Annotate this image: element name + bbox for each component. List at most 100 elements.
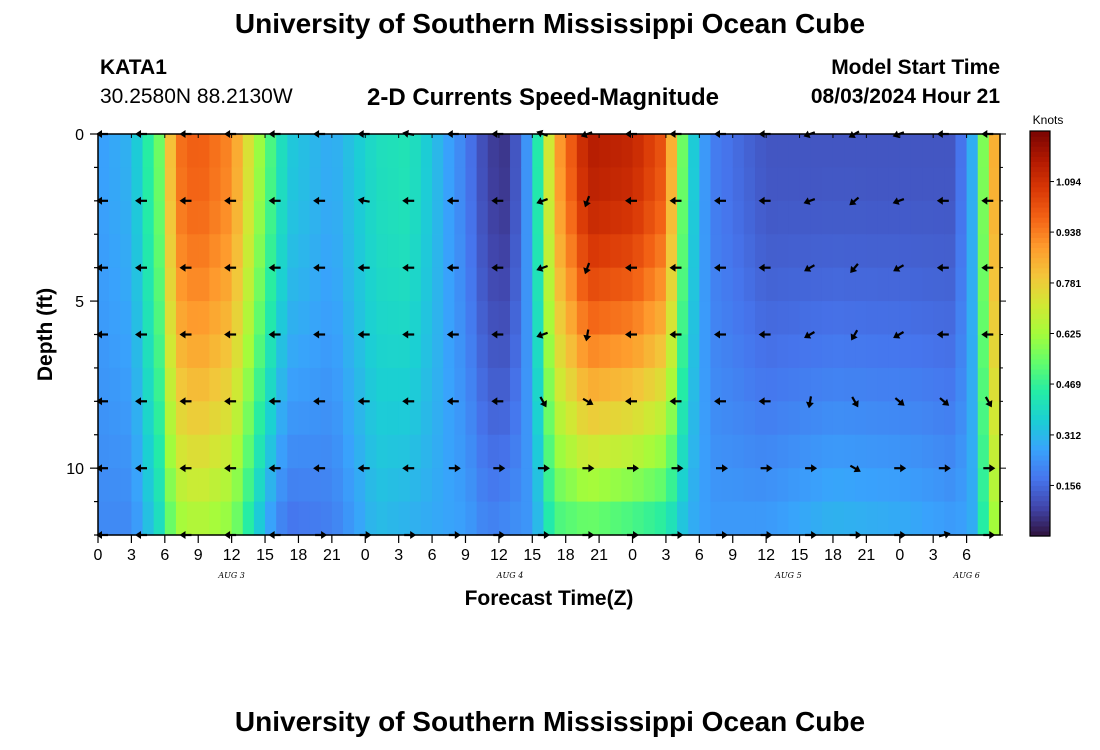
- heatmap-cell: [220, 401, 233, 436]
- colorbar-segment: [1030, 277, 1050, 284]
- heatmap-cell: [988, 501, 1001, 536]
- current-arrow: [536, 197, 548, 205]
- heatmap-cell: [331, 200, 344, 235]
- heatmap-cell: [587, 267, 600, 302]
- heatmap-cell: [354, 234, 366, 269]
- heatmap-cell: [142, 501, 155, 536]
- heatmap-cell: [465, 167, 478, 202]
- heatmap-cell: [131, 501, 144, 536]
- heatmap-cell: [821, 234, 834, 269]
- current-arrow: [268, 196, 281, 205]
- heatmap-cell: [476, 367, 489, 402]
- heatmap-cell: [677, 401, 689, 436]
- heatmap-cell: [242, 301, 255, 336]
- heatmap-cell: [844, 401, 856, 436]
- heatmap-cell: [565, 501, 578, 536]
- heatmap-cell: [443, 200, 455, 235]
- heatmap-cell: [654, 367, 667, 402]
- heatmap-cell: [120, 367, 133, 402]
- heatmap-cell: [265, 167, 277, 202]
- heatmap-cell: [621, 200, 634, 235]
- heatmap-cell: [265, 200, 277, 235]
- heatmap-cell: [922, 167, 934, 202]
- colorbar-segment: [1030, 141, 1050, 147]
- current-arrow: [893, 264, 905, 272]
- heatmap-cell: [242, 200, 255, 235]
- heatmap-cell: [955, 367, 968, 402]
- heatmap-cell: [632, 200, 645, 235]
- heatmap-cell: [643, 468, 656, 503]
- heatmap-cell: [732, 301, 745, 336]
- heatmap-cell: [365, 334, 377, 369]
- heatmap-cell: [788, 301, 801, 336]
- heatmap-cell: [766, 267, 778, 302]
- heatmap-cell: [253, 267, 266, 302]
- heatmap-cell: [755, 167, 767, 202]
- heatmap-cell: [899, 134, 912, 169]
- heatmap-cell: [365, 367, 377, 402]
- heatmap-cell: [810, 434, 823, 469]
- heatmap-cell: [576, 301, 589, 336]
- heatmap-cell: [532, 334, 545, 369]
- heatmap-cell: [810, 301, 823, 336]
- heatmap-cell: [209, 468, 222, 503]
- heatmap-cell: [98, 301, 110, 336]
- heatmap-cell: [220, 167, 233, 202]
- heatmap-cell: [699, 501, 712, 536]
- heatmap-cell: [777, 200, 790, 235]
- heatmap-cell: [198, 501, 210, 536]
- heatmap-cell: [432, 367, 444, 402]
- heatmap-cell: [443, 167, 455, 202]
- heatmap-cell: [276, 267, 288, 302]
- heatmap-cell: [766, 200, 778, 235]
- heatmap-cell: [532, 401, 545, 436]
- heatmap-cell: [877, 401, 890, 436]
- heatmap-cell: [944, 367, 957, 402]
- heatmap-cell: [298, 267, 311, 302]
- heatmap-cell: [521, 234, 533, 269]
- current-arrow: [268, 464, 281, 473]
- heatmap-cell: [420, 401, 433, 436]
- heatmap-cell: [777, 234, 790, 269]
- colorbar-segment: [1030, 242, 1050, 249]
- current-arrow: [448, 464, 461, 473]
- heatmap-cell: [231, 334, 244, 369]
- heatmap-cell: [209, 301, 222, 336]
- heatmap-cell: [966, 334, 979, 369]
- heatmap-cell: [98, 501, 110, 536]
- heatmap-cell: [910, 501, 923, 536]
- heatmap-cell: [677, 501, 689, 536]
- heatmap-cell: [220, 468, 233, 503]
- heatmap-cell: [587, 468, 600, 503]
- colorbar-segment: [1030, 465, 1050, 471]
- heatmap-cell: [855, 301, 867, 336]
- heatmap-cell: [788, 267, 801, 302]
- x-tick-label: 21: [590, 547, 608, 564]
- current-arrow: [96, 196, 108, 205]
- current-arrow: [537, 464, 550, 473]
- heatmap-cell: [766, 468, 778, 503]
- heatmap-cell: [877, 167, 890, 202]
- heatmap-cell: [153, 334, 166, 369]
- heatmap-cell: [743, 334, 756, 369]
- heatmap-cell: [888, 267, 901, 302]
- heatmap-cell: [543, 367, 556, 402]
- heatmap-cell: [788, 501, 801, 536]
- heatmap-cell: [721, 134, 734, 169]
- heatmap-cell: [342, 234, 355, 269]
- colorbar-segment: [1030, 282, 1050, 289]
- heatmap-cell: [187, 167, 199, 202]
- heatmap-cell: [799, 334, 812, 369]
- heatmap-cell: [554, 501, 567, 536]
- x-tick-label: 12: [490, 547, 508, 564]
- colorbar-segment: [1030, 196, 1050, 203]
- heatmap-cell: [253, 167, 266, 202]
- heatmap-cell: [209, 501, 222, 536]
- heatmap-cell: [420, 234, 433, 269]
- heatmap-cell: [365, 501, 377, 536]
- heatmap-cell: [922, 301, 934, 336]
- heatmap-cell: [554, 267, 567, 302]
- heatmap-cell: [966, 167, 979, 202]
- colorbar-label: Knots: [1033, 113, 1064, 127]
- heatmap-cell: [476, 301, 489, 336]
